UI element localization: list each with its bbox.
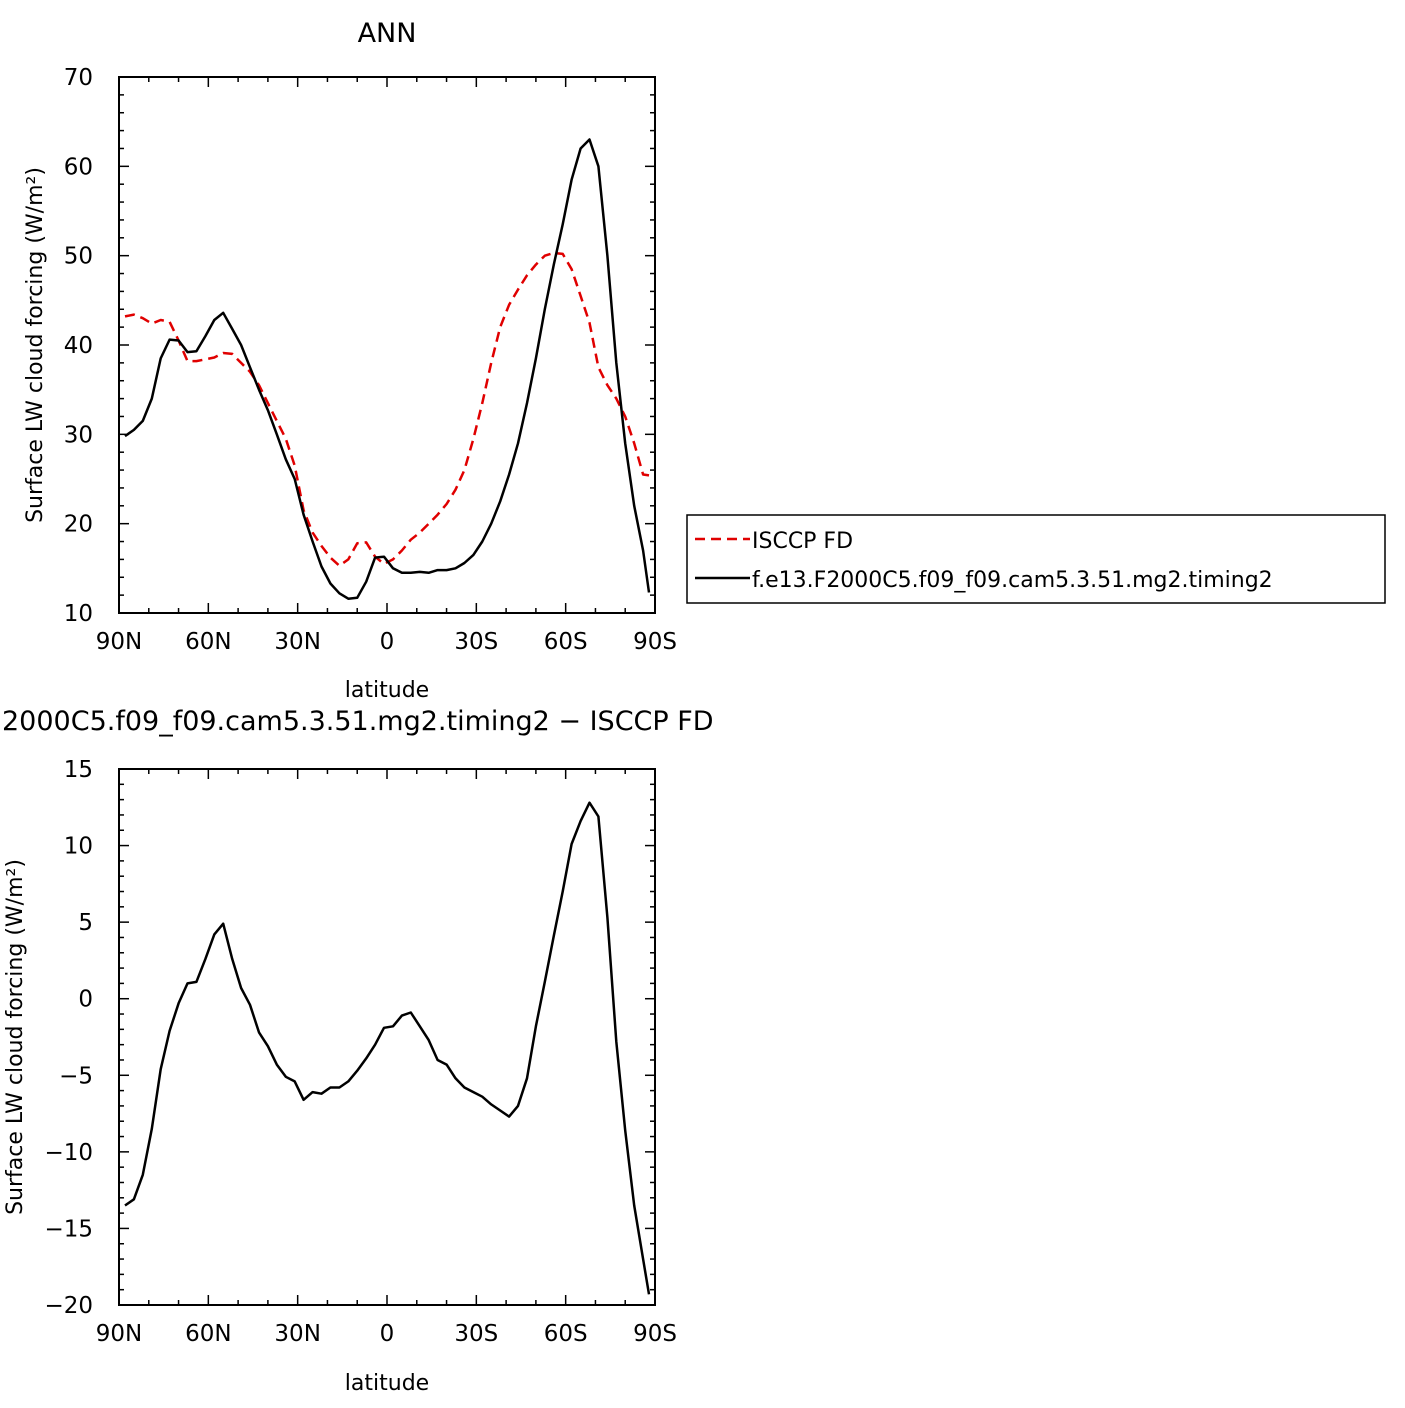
legend-box xyxy=(686,514,1386,604)
x-tick-label: 0 xyxy=(380,1321,395,1347)
x-tick-label: 30N xyxy=(274,1321,320,1347)
y-tick-label: 0 xyxy=(78,987,93,1013)
legend-label-model: f.e13.F2000C5.f09_f09.cam5.3.51.mg2.timi… xyxy=(752,568,1273,593)
x-tick-label: 60N xyxy=(185,1321,231,1347)
y-tick-label: 15 xyxy=(64,757,93,783)
y-tick-label: 10 xyxy=(64,834,93,860)
x-tick-label: 30S xyxy=(454,629,498,655)
legend: ISCCP FD f.e13.F2000C5.f09_f09.cam5.3.51… xyxy=(686,514,1386,604)
x-tick-label: 90S xyxy=(633,1321,677,1347)
bottom-chart-xlabel: latitude xyxy=(345,1371,429,1396)
y-tick-label: 30 xyxy=(64,422,93,448)
top-chart-xlabel: latitude xyxy=(345,678,429,703)
x-tick-label: 0 xyxy=(380,629,395,655)
top-chart-series xyxy=(124,138,651,600)
y-tick-label: −10 xyxy=(44,1140,93,1166)
bottom-chart-ylabel: Surface LW cloud forcing (W/m²) xyxy=(3,859,28,1215)
bottom-panel: 2000C5.f09_f09.cam5.3.51.mg2.timing2 − I… xyxy=(2,706,714,1396)
top-chart-title: ANN xyxy=(358,18,417,49)
x-tick-label: 30S xyxy=(454,1321,498,1347)
y-tick-label: 60 xyxy=(64,154,93,180)
bottom-chart-ticks xyxy=(118,768,656,1306)
y-tick-label: 20 xyxy=(64,512,93,538)
y-tick-label: 40 xyxy=(64,333,93,359)
y-tick-label: 5 xyxy=(78,910,93,936)
top-panel: ANN 90N 60N 30N 0 30S 60S 90S 10 20 30 40 50 60 70 la… xyxy=(23,18,677,703)
x-tick-label: 30N xyxy=(274,629,320,655)
y-tick-label: −5 xyxy=(59,1063,93,1089)
series-line-0 xyxy=(124,251,650,567)
x-tick-label: 90S xyxy=(633,629,677,655)
y-tick-label: −15 xyxy=(44,1216,93,1242)
bottom-chart-title: 2000C5.f09_f09.cam5.3.51.mg2.timing2 − I… xyxy=(2,706,714,737)
x-tick-label: 60N xyxy=(185,629,231,655)
top-chart-tick-labels: 90N 60N 30N 0 30S 60S 90S 10 20 30 40 50 60 70 xyxy=(64,65,677,655)
y-tick-label: 70 xyxy=(64,65,93,91)
x-tick-label: 60S xyxy=(544,1321,588,1347)
y-tick-label: −20 xyxy=(44,1293,93,1319)
series-line-1 xyxy=(124,138,651,600)
x-tick-label: 60S xyxy=(544,629,588,655)
x-tick-label: 90N xyxy=(96,1321,142,1347)
top-chart-frame xyxy=(118,76,656,614)
series-line-0 xyxy=(124,801,651,1295)
y-tick-label: 50 xyxy=(64,244,93,270)
bottom-chart-series xyxy=(124,801,651,1295)
top-chart-ylabel: Surface LW cloud forcing (W/m²) xyxy=(23,167,48,523)
bottom-chart-frame xyxy=(118,768,656,1306)
legend-label-isccp: ISCCP FD xyxy=(752,529,853,554)
y-tick-label: 10 xyxy=(64,601,93,627)
x-tick-label: 90N xyxy=(96,629,142,655)
bottom-chart-tick-labels: 90N 60N 30N 0 30S 60S 90S −20 −15 −10 −5 0 5 10 15 xyxy=(44,757,676,1347)
